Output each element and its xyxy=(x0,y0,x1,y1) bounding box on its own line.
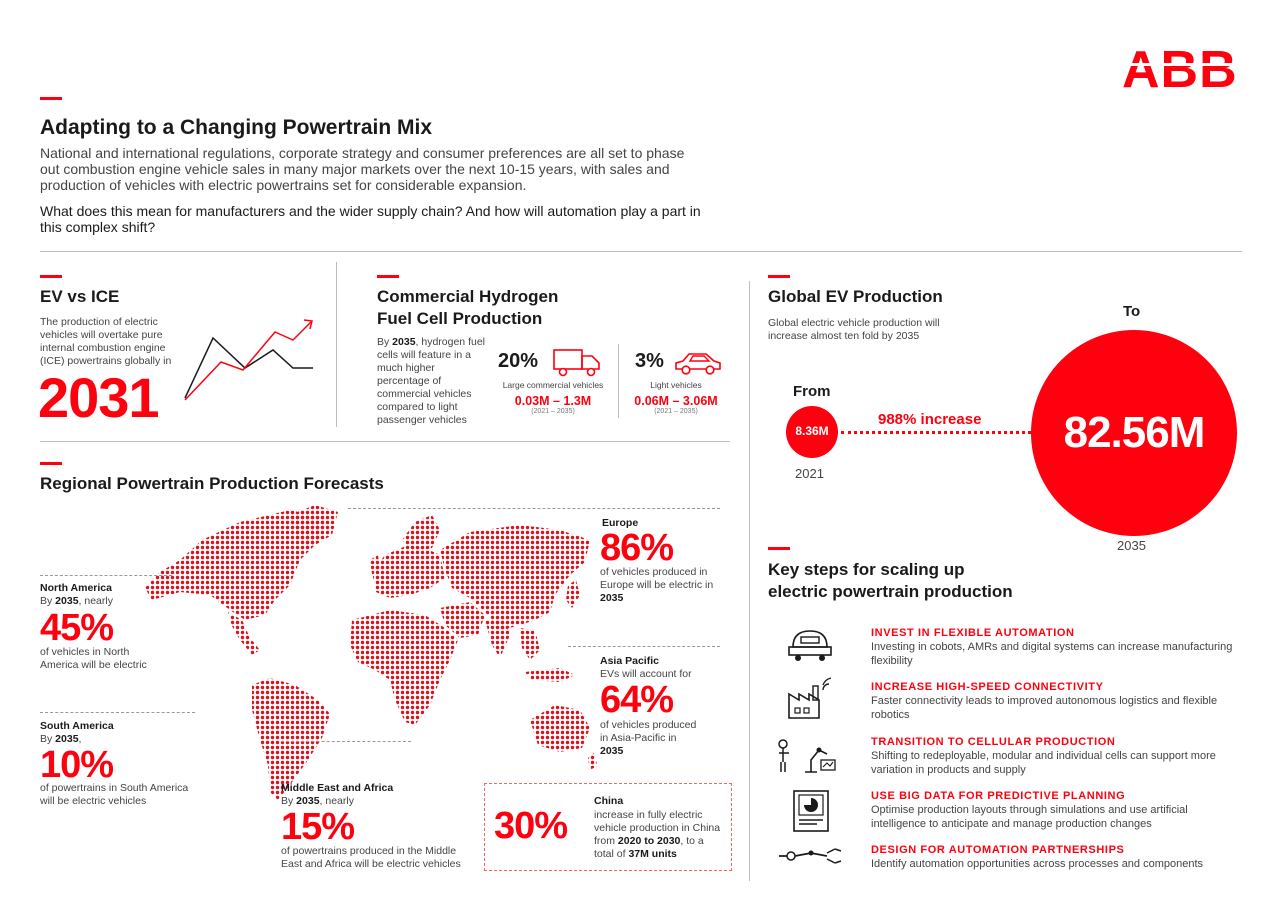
to-label: To xyxy=(1123,303,1141,320)
light-vehicles-years: (2021 – 2035) xyxy=(654,408,698,415)
car-icon xyxy=(673,350,723,378)
world-map xyxy=(140,500,600,870)
large-vehicles-range: 0.03M – 1.3M xyxy=(514,394,592,408)
connected-factory-icon xyxy=(785,676,835,720)
step-title: TRANSITION TO CELLULAR PRODUCTION xyxy=(871,736,1116,748)
key-steps-title-line2: electric powertrain production xyxy=(768,582,1013,601)
mid-divider xyxy=(40,441,730,442)
section-divider xyxy=(336,262,337,427)
north-america-lead: By 2035, nearly xyxy=(40,595,113,607)
asia-pacific-name: Asia Pacific xyxy=(600,655,659,667)
from-label: From xyxy=(793,383,831,400)
from-value: 8.36M xyxy=(795,424,829,438)
north-america-name: North America xyxy=(40,582,112,594)
robot-cell-icon xyxy=(775,736,837,776)
hydrogen-divider xyxy=(618,344,619,418)
step-desc: Identify automation opportunities across… xyxy=(871,858,1204,870)
leader-line xyxy=(348,508,720,509)
asia-pacific-lead: EVs will account for xyxy=(600,668,692,680)
leader-line xyxy=(568,646,720,647)
to-value: 82.56M xyxy=(1063,408,1206,457)
europe-pct: 86% xyxy=(600,527,674,569)
mea-lead: By 2035, nearly xyxy=(281,795,354,807)
leader-line xyxy=(40,575,172,576)
large-vehicles-label: Large commercial vehicles xyxy=(502,380,604,390)
step-title: USE BIG DATA FOR PREDICTIVE PLANNING xyxy=(871,790,1126,802)
page-title: Adapting to a Changing Powertrain Mix xyxy=(40,116,433,139)
ev-vs-ice-text: The production of electric vehicles will… xyxy=(40,316,172,367)
key-steps-title-line1: Key steps for scaling up xyxy=(768,560,965,579)
intro-text: National and international regulations, … xyxy=(40,145,685,193)
light-vehicles-range: 0.06M – 3.06M xyxy=(634,394,718,408)
global-ev-text: Global electric vehicle production will … xyxy=(768,317,940,342)
step-title: DESIGN FOR AUTOMATION PARTNERSHIPS xyxy=(871,844,1125,856)
europe-name: Europe xyxy=(602,517,639,529)
large-vehicles-years: (2021 – 2035) xyxy=(531,408,575,415)
intro-question: What does this mean for manufacturers an… xyxy=(40,203,701,235)
china-desc: increase in fully electric vehicle produ… xyxy=(594,809,721,860)
to-year: 2035 xyxy=(1117,538,1146,553)
light-vehicles-pct: 3% xyxy=(635,350,664,372)
asia-pacific-desc: of vehicles produced in Asia-Pacific in … xyxy=(600,719,697,757)
asia-pacific-pct: 64% xyxy=(600,679,674,721)
truck-icon xyxy=(552,348,602,378)
to-circle xyxy=(1031,330,1237,536)
mea-pct: 15% xyxy=(281,806,355,848)
ev-vs-ice-title: EV vs ICE xyxy=(40,287,120,306)
svg-text:ABB: ABB xyxy=(1122,42,1238,90)
large-vehicles-pct: 20% xyxy=(498,350,539,372)
step-desc: Faster connectivity leads to improved au… xyxy=(871,695,1218,721)
south-america-pct: 10% xyxy=(40,744,114,786)
from-year: 2021 xyxy=(795,466,824,481)
accent-dash xyxy=(377,275,399,278)
data-report-icon xyxy=(791,789,831,833)
crossover-line-chart xyxy=(183,316,318,406)
hydrogen-title-line2: Fuel Cell Production xyxy=(377,309,543,328)
hydrogen-title-line1: Commercial Hydrogen xyxy=(377,287,559,306)
abb-logo: ABB xyxy=(1122,41,1240,99)
china-name: China xyxy=(594,795,624,807)
leader-line xyxy=(40,712,195,713)
increase-dotted-line xyxy=(841,431,1031,434)
amr-robot-icon xyxy=(785,627,835,663)
robot-arm-icon xyxy=(777,845,843,867)
mea-name: Middle East and Africa xyxy=(281,782,394,794)
south-america-lead: By 2035, xyxy=(40,733,82,745)
from-circle xyxy=(786,406,838,458)
south-america-desc: of powertrains in South America will be … xyxy=(40,782,189,807)
europe-desc: of vehicles produced in Europe will be e… xyxy=(600,566,714,604)
step-desc: Investing in cobots, AMRs and digital sy… xyxy=(871,641,1233,667)
accent-dash xyxy=(40,97,62,100)
accent-dash xyxy=(40,275,62,278)
regional-title: Regional Powertrain Production Forecasts xyxy=(40,474,384,493)
accent-dash xyxy=(40,462,62,465)
accent-dash xyxy=(768,547,790,550)
south-america-name: South America xyxy=(40,720,114,732)
column-divider xyxy=(749,281,750,881)
global-ev-title: Global EV Production xyxy=(768,287,943,306)
china-box xyxy=(484,783,732,871)
leader-line xyxy=(281,741,411,742)
step-desc: Shifting to redeployable, modular and in… xyxy=(871,750,1216,776)
north-america-pct: 45% xyxy=(40,607,114,649)
hydrogen-text: By 2035, hydrogen fuel cells will featur… xyxy=(377,336,485,426)
step-title: INCREASE HIGH-SPEED CONNECTIVITY xyxy=(871,681,1104,693)
step-desc: Optimise production layouts through simu… xyxy=(871,804,1188,830)
header-divider xyxy=(40,251,1242,252)
china-pct: 30% xyxy=(494,805,568,847)
increase-label: 988% increase xyxy=(878,411,982,428)
accent-dash xyxy=(768,275,790,278)
light-vehicles-label: Light vehicles xyxy=(650,380,702,390)
step-title: INVEST IN FLEXIBLE AUTOMATION xyxy=(871,627,1075,639)
north-america-desc: of vehicles in North America will be ele… xyxy=(40,646,147,671)
mea-desc: of powertrains produced in the Middle Ea… xyxy=(281,845,461,870)
ev-vs-ice-year: 2031 xyxy=(38,366,160,429)
